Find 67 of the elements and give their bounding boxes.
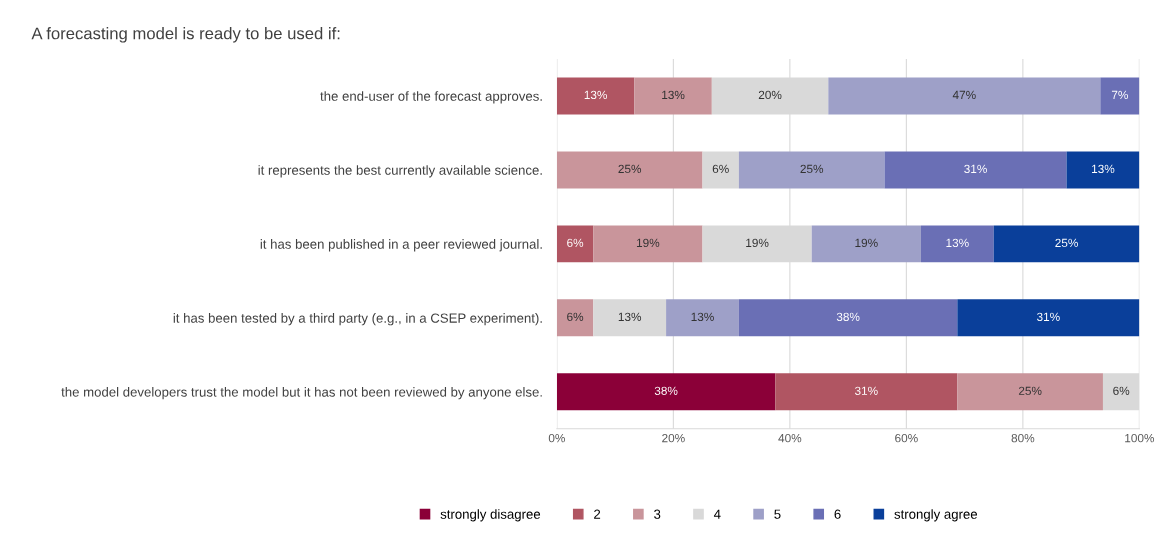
- bar: [957, 299, 1140, 337]
- bar: [993, 225, 1140, 263]
- x-tick-label: 100%: [1125, 433, 1155, 443]
- data-label: 13%: [946, 238, 969, 248]
- data-label: 38%: [654, 386, 678, 395]
- bar: [920, 225, 994, 263]
- y-tick-label: the model developers trust the model but it has not been reviewed by anyone else.: [61, 387, 542, 400]
- bar: [634, 77, 712, 115]
- y-tick-label: it represents the best currently available science.: [258, 165, 542, 178]
- x-tick-label: 20%: [662, 433, 685, 443]
- data-label: 25%: [1055, 238, 1078, 248]
- data-label: 6%: [1113, 386, 1130, 395]
- data-label: 25%: [800, 164, 824, 174]
- y-tick-label: it has been published in a peer reviewed journal.: [260, 239, 542, 252]
- data-label: 13%: [662, 90, 685, 100]
- legend-label: 3: [654, 509, 661, 519]
- bar: [556, 225, 594, 263]
- bar: [738, 151, 885, 189]
- data-label: 6%: [567, 312, 584, 322]
- x-tick-label: 80%: [1011, 433, 1035, 443]
- data-label: 31%: [964, 164, 987, 174]
- y-tick-label: it has been tested by a third party (e.g., in a CSEP experiment).: [173, 313, 542, 326]
- bar: [593, 299, 667, 337]
- bar: [1100, 77, 1140, 115]
- bar: [1102, 373, 1140, 411]
- legend-label: 6: [834, 509, 841, 519]
- data-label: 13%: [1092, 164, 1115, 174]
- data-label: 25%: [1018, 386, 1042, 395]
- data-label: 25%: [618, 164, 642, 174]
- legend-label: 2: [594, 509, 601, 519]
- data-label: 6%: [567, 238, 584, 248]
- data-label: 7%: [1111, 90, 1128, 100]
- legend-label: strongly disagree: [440, 509, 541, 522]
- data-label: 19%: [746, 238, 769, 248]
- y-tick-label: the end-user of the forecast approves.: [320, 91, 542, 104]
- bar: [828, 77, 1101, 115]
- text: A forecasting model is ready to be used if:: [31, 27, 340, 43]
- bar: [702, 151, 739, 189]
- data-label: 20%: [758, 90, 782, 100]
- legend-label: 5: [774, 509, 781, 519]
- legend-label: strongly agree: [894, 509, 978, 522]
- bar: [556, 151, 703, 189]
- data-label: 19%: [636, 238, 660, 248]
- data-label: 13%: [691, 312, 714, 322]
- bar: [556, 77, 635, 115]
- bar: [811, 225, 921, 263]
- bar: [593, 225, 703, 263]
- bar: [556, 373, 776, 411]
- bar: [738, 299, 958, 337]
- data-label: 47%: [952, 90, 976, 100]
- x-tick-label: 60%: [895, 433, 918, 443]
- bar: [556, 299, 594, 337]
- data-label: 13%: [584, 90, 607, 100]
- data-label: 6%: [712, 164, 729, 174]
- data-label: 19%: [855, 238, 878, 248]
- bar: [884, 151, 1067, 189]
- data-label: 31%: [854, 386, 878, 395]
- data-label: 31%: [1036, 312, 1060, 322]
- legend-label: 4: [713, 509, 721, 519]
- data-label: 13%: [618, 312, 642, 322]
- data-label: 38%: [836, 312, 860, 322]
- bar: [957, 373, 1103, 411]
- x-tick-label: 0%: [548, 433, 565, 443]
- x-tick-label: 40%: [778, 433, 802, 443]
- bar: [1066, 151, 1140, 189]
- bar: [775, 373, 958, 411]
- bar: [666, 299, 739, 337]
